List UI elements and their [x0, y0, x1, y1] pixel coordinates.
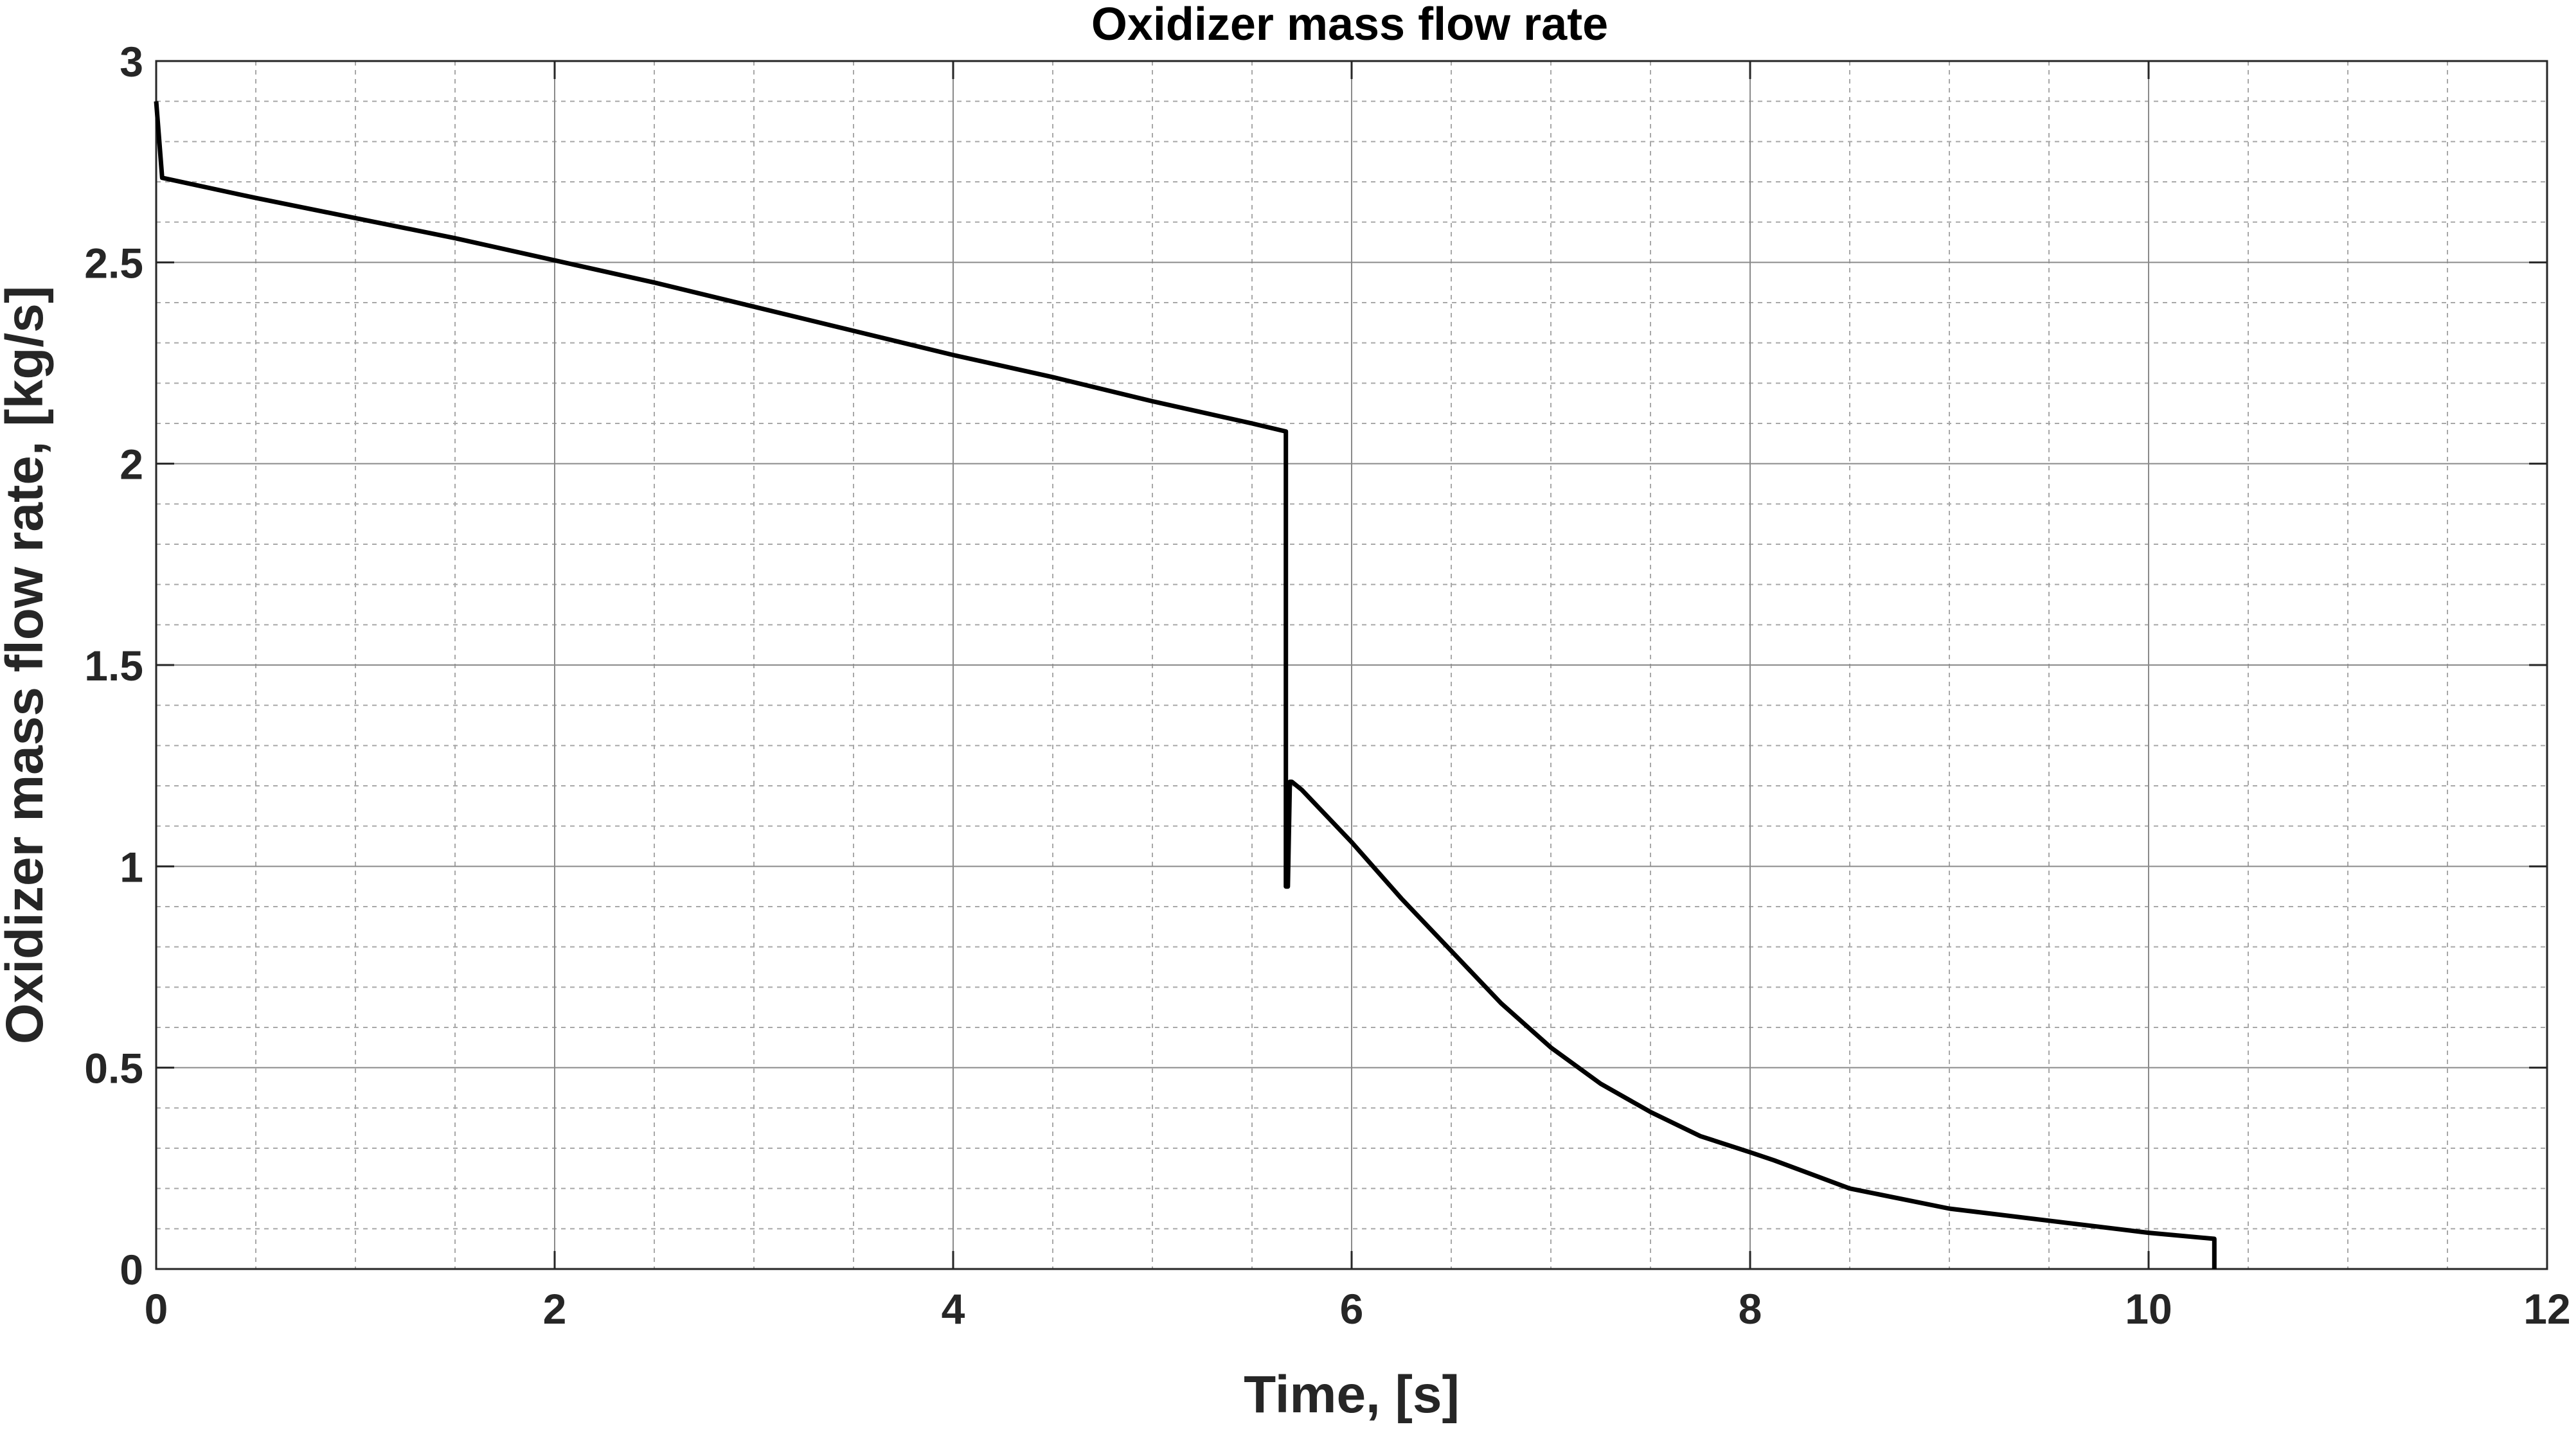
series-line — [154, 101, 2217, 1269]
y-tick-label: 0.5 — [84, 1045, 143, 1092]
x-tick-labels: 0 2 4 6 8 10 12 — [145, 1285, 2571, 1333]
y-tick-label: 2 — [120, 441, 143, 488]
y-tick-label: 1 — [120, 843, 143, 891]
chart-title: Oxidizer mass flow rate — [1091, 0, 1608, 50]
x-tick-label: 4 — [942, 1285, 965, 1333]
y-tick-label: 2.5 — [84, 239, 143, 287]
x-tick-label: 10 — [2125, 1285, 2172, 1333]
x-tick-label: 12 — [2523, 1285, 2570, 1333]
y-tick-label: 1.5 — [84, 642, 143, 689]
x-tick-label: 2 — [543, 1285, 567, 1333]
x-axis-label: Time, [s] — [1244, 1365, 1460, 1424]
y-tick-label: 3 — [120, 38, 143, 85]
x-tick-label: 0 — [145, 1285, 168, 1333]
x-tick-label: 6 — [1340, 1285, 1364, 1333]
y-tick-label: 0 — [120, 1246, 143, 1293]
y-axis-label: Oxidizer mass flow rate, [kg/s] — [0, 286, 54, 1044]
y-tick-labels: 0 0.5 1 1.5 2 2.5 3 — [84, 38, 143, 1293]
x-tick-label: 8 — [1739, 1285, 1762, 1333]
axis-ticks — [155, 60, 2548, 1270]
